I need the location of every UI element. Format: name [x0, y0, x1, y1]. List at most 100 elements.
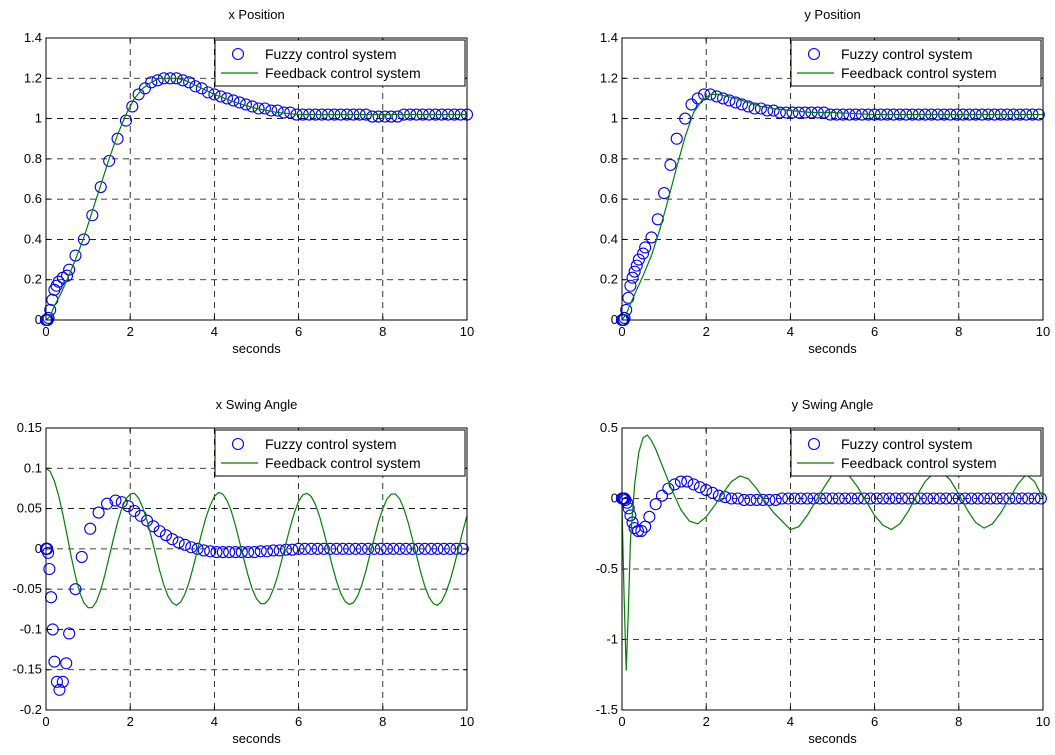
fuzzy-data-point: [712, 489, 725, 502]
fuzzy-data-point: [1028, 492, 1041, 505]
fuzzy-data-point: [147, 520, 160, 533]
fuzzy-data-point: [260, 545, 274, 558]
fuzzy-data-point: [1022, 492, 1035, 505]
fuzzy-data-point: [738, 493, 751, 506]
fuzzy-data-point: [159, 529, 173, 542]
fuzzy-data-point: [624, 279, 637, 292]
fuzzy-data-point: [63, 627, 76, 640]
fuzzy-data-point: [773, 106, 786, 119]
fuzzy-data-point: [60, 657, 73, 670]
fuzzy-data-point: [223, 546, 236, 559]
x-tick-label: 0: [42, 714, 49, 729]
chart-title: y Position: [804, 7, 860, 22]
fuzzy-data-point: [883, 492, 896, 505]
fuzzy-data-point: [927, 492, 940, 505]
series-layer: [615, 88, 1045, 327]
fuzzy-data-point: [366, 110, 379, 123]
x-tick-label: 4: [211, 714, 218, 729]
fuzzy-data-point: [56, 675, 69, 688]
fuzzy-data-point: [801, 492, 814, 505]
fuzzy-data-point: [77, 233, 90, 246]
fuzzy-data-point: [639, 520, 652, 533]
x-tick-label: 10: [460, 324, 474, 339]
plot-frame: [45, 427, 468, 711]
y-tick-label: 1: [611, 111, 618, 126]
fuzzy-data-point: [742, 100, 755, 113]
fuzzy-data-point: [166, 533, 179, 546]
chart-title: x Position: [228, 7, 284, 22]
fuzzy-data-point: [46, 623, 59, 636]
fuzzy-data-point: [183, 76, 196, 89]
y-tick-label: 1.4: [24, 30, 42, 45]
legend: Fuzzy control system Feedback control sys…: [790, 429, 1042, 477]
fuzzy-data-point: [631, 524, 645, 537]
fuzzy-data-point: [252, 102, 265, 115]
y-tick-label: 0.15: [17, 420, 42, 435]
legend-fuzzy-label: Fuzzy control system: [841, 436, 972, 452]
fuzzy-data-point: [75, 550, 88, 563]
fuzzy-data-point: [836, 108, 850, 121]
y-tick-label: 0.2: [24, 272, 42, 287]
fuzzy-data-point: [425, 542, 438, 555]
fuzzy-data-point: [246, 100, 259, 113]
fuzzy-data-point: [700, 483, 713, 497]
legend-box: [214, 39, 466, 87]
fuzzy-data-point: [343, 542, 356, 555]
fuzzy-data-point: [380, 542, 394, 555]
fuzzy-data-point: [128, 504, 141, 518]
fuzzy-data-point: [723, 94, 736, 107]
fuzzy-data-point: [775, 492, 789, 505]
fuzzy-data-point: [990, 492, 1003, 505]
fuzzy-data-point: [1003, 492, 1016, 505]
fuzzy-data-point: [1009, 492, 1022, 505]
fuzzy-data-point: [126, 100, 139, 113]
fuzzy-data-point: [769, 493, 782, 506]
fuzzy-data-point: [61, 269, 74, 282]
fuzzy-data-point: [971, 492, 984, 505]
fuzzy-data-point: [185, 541, 198, 554]
feedback-series-line: [45, 467, 468, 609]
fuzzy-data-point: [691, 92, 704, 105]
fuzzy-data-point: [965, 492, 978, 505]
chart-1: 0 2 4 6 8 10 0 0.2 0.4 0.6 0.8 1 1.2 1.4 x Position sec…: [24, 7, 474, 356]
fuzzy-data-point: [716, 92, 730, 105]
fuzzy-data-point: [679, 112, 692, 125]
x-axis-label: seconds: [808, 341, 857, 356]
fuzzy-data-point: [996, 492, 1010, 505]
y-tick-label: 0.5: [600, 420, 618, 435]
fuzzy-data-point: [153, 525, 166, 538]
fuzzy-data-point: [317, 542, 330, 555]
fuzzy-data-point: [619, 493, 632, 506]
fuzzy-data-point: [151, 74, 164, 87]
fuzzy-data-point: [895, 492, 909, 505]
fuzzy-data-point: [792, 106, 805, 119]
fuzzy-data-point: [626, 271, 639, 284]
fuzzy-data-point: [710, 90, 723, 103]
fuzzy-data-point: [132, 88, 145, 101]
fuzzy-data-point: [674, 475, 687, 488]
fuzzy-data-point: [636, 247, 650, 260]
fuzzy-data-point: [794, 492, 807, 505]
fuzzy-data-point: [952, 492, 965, 505]
fuzzy-data-point: [622, 291, 635, 304]
chart-title: x Swing Angle: [216, 397, 298, 412]
fuzzy-data-point: [311, 542, 324, 555]
fuzzy-data-point: [628, 265, 641, 278]
fuzzy-data-point: [355, 542, 368, 555]
fuzzy-data-point: [172, 536, 185, 549]
fuzzy-data-point: [393, 542, 406, 555]
fuzzy-data-point: [324, 542, 337, 555]
x-tick-label: 0: [618, 714, 625, 729]
fuzzy-data-point: [254, 545, 267, 558]
fuzzy-data-point: [336, 542, 349, 555]
fuzzy-data-point: [378, 110, 391, 123]
fuzzy-data-point: [908, 492, 921, 505]
y-tick-label: -0.05: [12, 581, 42, 596]
fuzzy-data-point: [134, 509, 147, 522]
feedback-series-line: [621, 434, 1044, 671]
fuzzy-data-point: [292, 542, 305, 555]
y-tick-label: 0.4: [24, 231, 42, 246]
fuzzy-data-point: [788, 492, 801, 505]
fuzzy-data-point: [618, 311, 631, 325]
legend-feedback-label: Feedback control system: [265, 65, 421, 81]
